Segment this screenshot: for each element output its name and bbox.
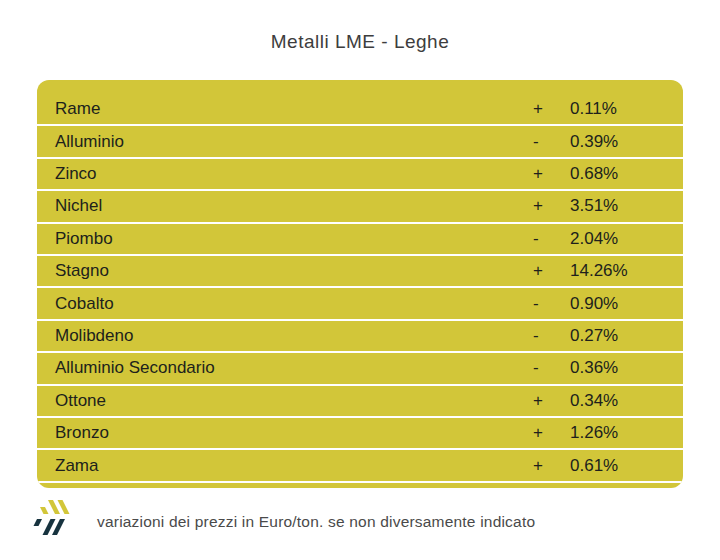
change-sign: - xyxy=(533,358,570,378)
metals-table: Rame + 0.11% Alluminio - 0.39% Zinco + 0… xyxy=(37,80,683,488)
change-sign: + xyxy=(533,391,570,411)
metal-name: Ottone xyxy=(55,391,533,411)
page-title: Metalli LME - Leghe xyxy=(0,31,720,53)
brand-slashes-icon xyxy=(33,497,79,547)
table-row: Piombo - 2.04% xyxy=(37,224,683,256)
metal-name: Zama xyxy=(55,456,533,476)
change-value: 0.11% xyxy=(570,99,665,119)
footer-note: variazioni dei prezzi in Euro/ton. se no… xyxy=(97,513,535,531)
table-row: Molibdeno - 0.27% xyxy=(37,321,683,353)
metal-name: Piombo xyxy=(55,229,533,249)
metal-name: Nichel xyxy=(55,196,533,216)
change-value: 0.27% xyxy=(570,326,665,346)
change-sign: - xyxy=(533,229,570,249)
change-value: 2.04% xyxy=(570,229,665,249)
change-value: 0.61% xyxy=(570,456,665,476)
table-row: Alluminio Secondario - 0.36% xyxy=(37,353,683,385)
change-sign: - xyxy=(533,326,570,346)
metal-name: Alluminio Secondario xyxy=(55,358,533,378)
change-value: 0.36% xyxy=(570,358,665,378)
metal-name: Alluminio xyxy=(55,132,533,152)
change-value: 0.39% xyxy=(570,132,665,152)
change-value: 0.34% xyxy=(570,391,665,411)
table-row: Alluminio - 0.39% xyxy=(37,126,683,158)
change-value: 1.26% xyxy=(570,423,665,443)
change-value: 3.51% xyxy=(570,196,665,216)
table-row: Bronzo + 1.26% xyxy=(37,418,683,450)
table-row: Rame + 0.11% xyxy=(37,94,683,126)
table-row: Stagno + 14.26% xyxy=(37,256,683,288)
footer: variazioni dei prezzi in Euro/ton. se no… xyxy=(33,496,693,548)
table-row: Nichel + 3.51% xyxy=(37,191,683,223)
change-sign: + xyxy=(533,99,570,119)
metal-name: Rame xyxy=(55,99,533,119)
page: Metalli LME - Leghe Rame + 0.11% Allumin… xyxy=(0,0,720,560)
change-sign: - xyxy=(533,132,570,152)
change-sign: + xyxy=(533,456,570,476)
change-sign: + xyxy=(533,196,570,216)
metal-name: Cobalto xyxy=(55,294,533,314)
table-row: Cobalto - 0.90% xyxy=(37,288,683,320)
metal-name: Bronzo xyxy=(55,423,533,443)
change-sign: - xyxy=(533,294,570,314)
change-sign: + xyxy=(533,164,570,184)
metal-name: Zinco xyxy=(55,164,533,184)
change-value: 0.68% xyxy=(570,164,665,184)
metal-name: Stagno xyxy=(55,261,533,281)
change-sign: + xyxy=(533,423,570,443)
table-row: Zama + 0.61% xyxy=(37,450,683,482)
change-value: 0.90% xyxy=(570,294,665,314)
change-sign: + xyxy=(533,261,570,281)
table-row: Ottone + 0.34% xyxy=(37,386,683,418)
table-row: Zinco + 0.68% xyxy=(37,159,683,191)
change-value: 14.26% xyxy=(570,261,665,281)
metal-name: Molibdeno xyxy=(55,326,533,346)
